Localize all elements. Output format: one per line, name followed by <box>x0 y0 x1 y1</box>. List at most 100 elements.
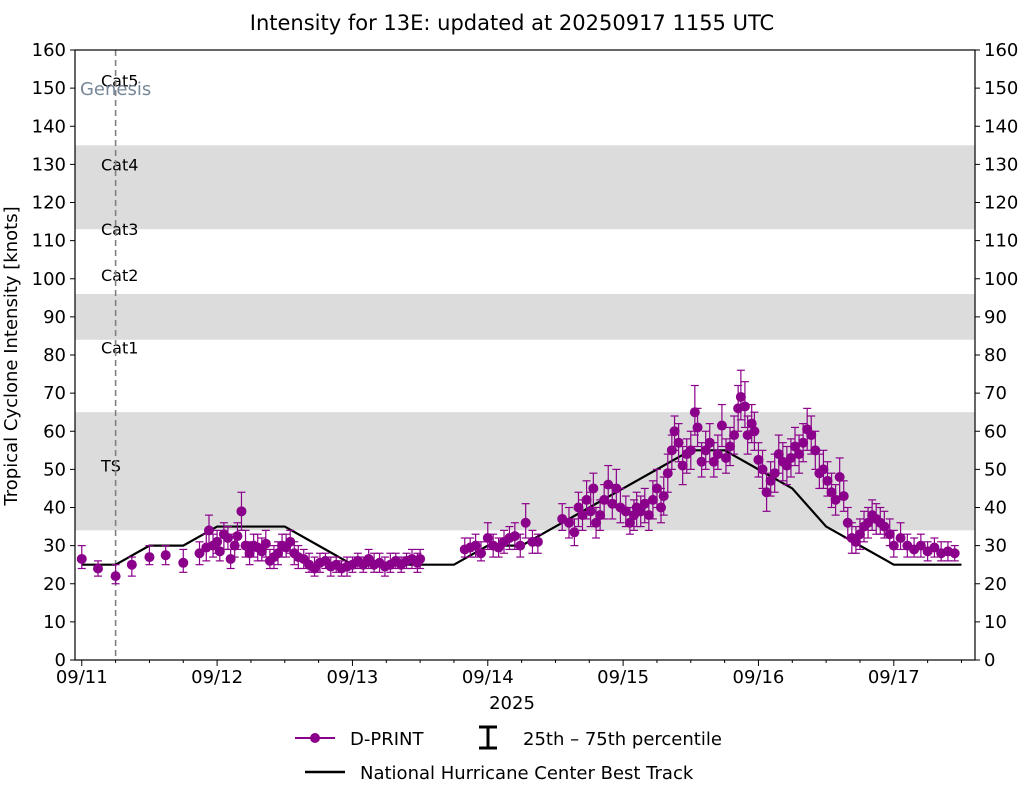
dprint-marker <box>651 483 662 494</box>
x-axis-label: 2025 <box>489 693 535 714</box>
y-tick-label-right: 110 <box>984 231 1018 252</box>
band-label-cat1: Cat1 <box>101 338 138 357</box>
dprint-point <box>470 533 481 558</box>
dprint-marker <box>842 517 853 528</box>
legend-dprint-label: D-PRINT <box>350 729 424 750</box>
dprint-marker <box>93 563 104 574</box>
dprint-point <box>790 426 800 467</box>
dprint-point <box>700 430 711 470</box>
y-axis-left: 0 10 20 30 40 50 60 70 80 90 100 110 120 130 140 150 160 <box>32 40 75 671</box>
y-tick-label-left: 100 <box>32 269 66 290</box>
dprint-marker <box>708 456 719 467</box>
dprint-marker <box>647 494 658 505</box>
dprint-point <box>160 545 171 566</box>
dprint-marker <box>834 472 845 482</box>
band-cat4 <box>75 145 975 230</box>
y-tick-label-left: 160 <box>32 40 66 61</box>
dprint-point <box>814 453 825 490</box>
dprint-marker <box>692 422 703 433</box>
dprint-marker <box>725 441 736 452</box>
y-tick-label-left: 120 <box>32 193 66 214</box>
y-tick-label-right: 120 <box>984 193 1018 214</box>
dprint-marker <box>260 538 271 549</box>
dprint-marker <box>643 510 654 521</box>
dprint-point <box>643 499 654 531</box>
x-tick-label: 09/13 <box>327 667 379 688</box>
dprint-marker <box>685 445 696 456</box>
dprint-point <box>658 476 669 516</box>
y-tick-label-left: 70 <box>43 383 66 404</box>
dprint-marker <box>126 559 137 570</box>
dprint-point <box>110 564 121 585</box>
dprint-point <box>289 541 300 566</box>
y-tick-label-left: 60 <box>43 421 66 442</box>
band-label-cat2: Cat2 <box>101 266 138 285</box>
band-label-ts: TS <box>100 457 121 476</box>
y-tick-label-right: 160 <box>984 40 1018 61</box>
dprint-marker <box>273 548 284 559</box>
y-tick-label-right: 90 <box>984 307 1007 328</box>
dprint-marker <box>765 475 776 486</box>
dprint-marker <box>656 502 667 513</box>
dprint-marker <box>611 483 622 494</box>
dprint-marker <box>753 454 764 465</box>
dprint-marker <box>573 502 584 513</box>
dprint-marker <box>160 550 171 561</box>
dprint-marker <box>482 533 493 543</box>
chart-title: Intensity for 13E: updated at 20250917 1… <box>250 11 774 35</box>
dprint-marker <box>798 437 809 448</box>
y-tick-label-left: 50 <box>43 459 66 480</box>
dprint-point <box>749 411 760 451</box>
dprint-marker <box>624 517 635 528</box>
dprint-point <box>515 533 526 558</box>
y-tick-label-right: 80 <box>984 345 1007 366</box>
dprint-marker <box>532 536 543 547</box>
dprint-marker <box>879 521 890 532</box>
dprint-point <box>240 529 251 558</box>
dprint-marker <box>806 430 817 441</box>
y-tick-label-right: 20 <box>984 574 1007 595</box>
dprint-marker <box>712 449 723 460</box>
legend-dprint-marker <box>310 733 320 743</box>
y-tick-label-right: 150 <box>984 78 1018 99</box>
band-label-cat4: Cat4 <box>101 155 138 174</box>
dprint-marker <box>662 468 673 479</box>
dprint-point <box>765 461 776 497</box>
dprint-point <box>236 491 247 531</box>
dprint-point <box>909 537 920 558</box>
dprint-marker <box>607 498 618 509</box>
y-tick-label-right: 30 <box>984 536 1007 557</box>
dprint-point <box>725 426 736 467</box>
dprint-point <box>273 541 284 566</box>
dprint-point <box>93 560 104 577</box>
dprint-marker <box>761 487 772 498</box>
dprint-marker <box>509 531 520 542</box>
dprint-marker <box>595 510 606 521</box>
dprint-point <box>739 381 750 429</box>
dprint-marker <box>818 464 829 475</box>
x-tick-label: 09/14 <box>462 667 514 688</box>
dprint-point <box>599 484 610 520</box>
dprint-marker <box>563 517 574 528</box>
dprint-marker <box>76 553 87 564</box>
dprint-point <box>268 545 279 570</box>
dprint-marker <box>569 527 580 538</box>
dprint-point <box>126 556 137 577</box>
y-tick-label-left: 30 <box>43 536 66 557</box>
dprint-marker <box>757 464 768 475</box>
dprint-marker <box>144 552 155 563</box>
dprint-marker <box>669 426 680 437</box>
dprint-point <box>704 423 715 463</box>
dprint-marker <box>599 494 610 505</box>
dprint-point <box>591 506 602 539</box>
dprint-point <box>144 545 155 566</box>
dprint-point <box>781 445 792 486</box>
dprint-marker <box>244 548 255 559</box>
dprint-marker <box>700 445 711 456</box>
dprint-point <box>735 369 746 421</box>
dprint-marker <box>915 540 926 551</box>
dprint-marker <box>639 498 650 509</box>
dprint-point <box>842 506 853 539</box>
y-tick-label-left: 10 <box>43 612 66 633</box>
